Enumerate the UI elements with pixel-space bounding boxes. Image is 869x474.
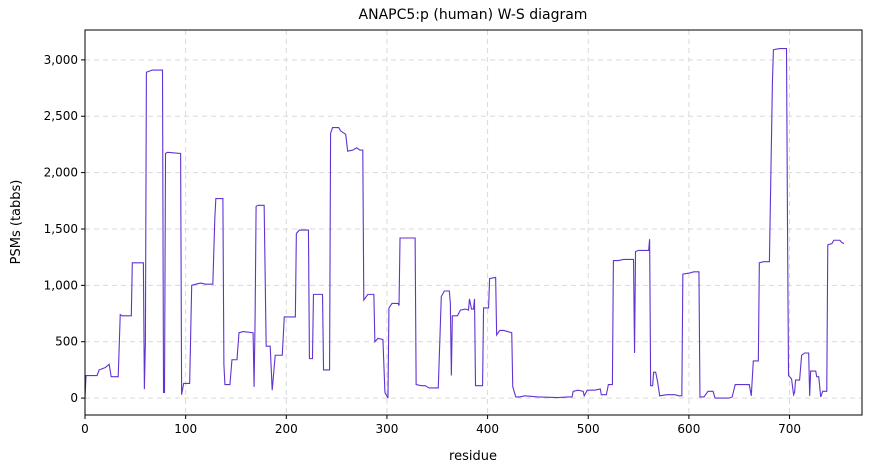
plot-frame (84, 29, 863, 416)
x-tick-label: 500 (577, 422, 600, 436)
data-line (84, 48, 845, 399)
x-tick-label: 400 (476, 422, 499, 436)
y-tick-label: 1,500 (44, 222, 78, 236)
x-tick-label: 200 (275, 422, 298, 436)
x-tick-label: 600 (677, 422, 700, 436)
y-tick-label: 2,000 (44, 166, 78, 180)
y-tick-label: 3,000 (44, 53, 78, 67)
x-axis-label: residue (449, 449, 497, 464)
y-axis-label: PSMs (tabbs) (9, 180, 24, 265)
x-tick-label: 0 (81, 422, 89, 436)
x-tick-label: 300 (375, 422, 398, 436)
y-tick-label: 2,500 (44, 109, 78, 123)
chart-title: ANAPC5:p (human) W-S diagram (359, 7, 588, 23)
x-tick-label: 100 (174, 422, 197, 436)
x-tick-label: 700 (778, 422, 801, 436)
y-tick-label: 1,000 (44, 278, 78, 292)
y-tick-label: 500 (55, 335, 78, 349)
y-tick-label: 0 (70, 391, 78, 405)
